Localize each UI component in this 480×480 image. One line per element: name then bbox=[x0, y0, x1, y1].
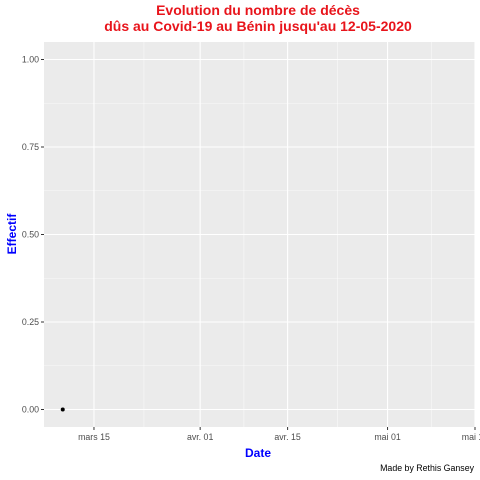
x-tick-label: avr. 15 bbox=[274, 432, 301, 442]
x-tick-label: mars 15 bbox=[78, 432, 110, 442]
y-tick-label: 0.00 bbox=[22, 405, 39, 415]
y-tick-label: 0.25 bbox=[22, 317, 39, 327]
y-axis-title: Effectif bbox=[5, 213, 19, 255]
chart-subtitle: dûs au Covid-19 au Bénin jusqu'au 12-05-… bbox=[104, 18, 412, 34]
x-tick-label: mai 15 bbox=[462, 432, 480, 442]
chart-title: Evolution du nombre de décès bbox=[156, 2, 360, 18]
x-tick-label: mai 01 bbox=[374, 432, 401, 442]
x-axis-title: Date bbox=[245, 446, 271, 460]
x-tick-label: avr. 01 bbox=[187, 432, 214, 442]
y-tick-label: 0.50 bbox=[22, 230, 39, 240]
data-point bbox=[60, 407, 65, 412]
y-tick-label: 1.00 bbox=[22, 55, 39, 65]
chart-caption: Made by Rethis Gansey bbox=[380, 463, 474, 473]
y-tick-label: 0.75 bbox=[22, 142, 39, 152]
